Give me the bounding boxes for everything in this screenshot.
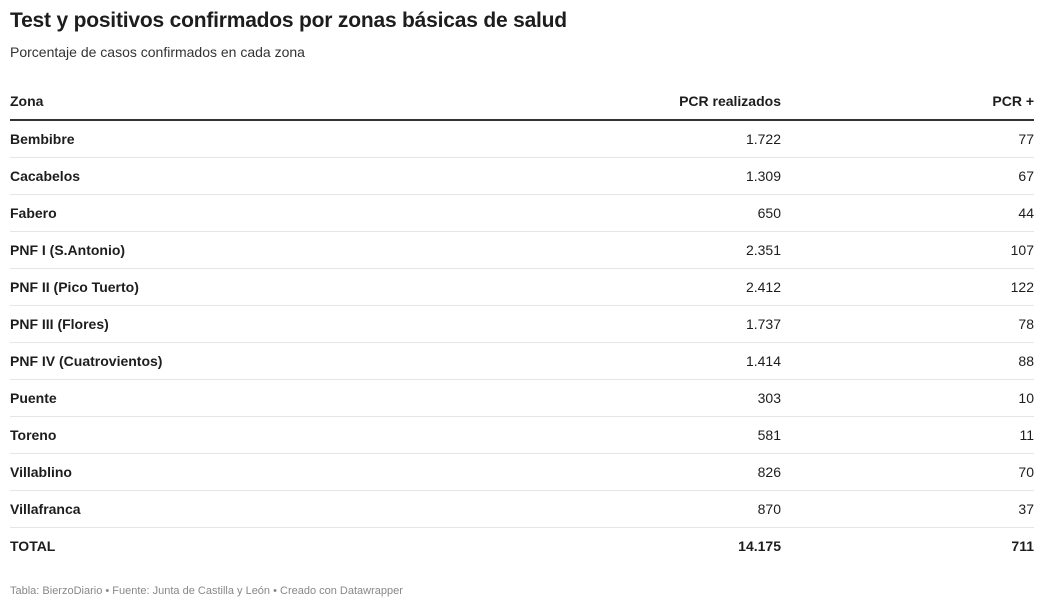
table-total-row: TOTAL 14.175 711 bbox=[10, 528, 1034, 565]
cell-pcr-realizados: 1.309 bbox=[570, 157, 781, 195]
cell-pcr-positivos: 711 bbox=[1011, 538, 1034, 554]
cell-pcr-realizados: 581 bbox=[570, 416, 781, 454]
cell-zona: Fabero bbox=[10, 194, 570, 232]
cell-pcr-positivos: 37 bbox=[781, 490, 1034, 528]
cell-pcr-realizados: 870 bbox=[570, 490, 781, 528]
cell-pcr-positivos: 122 bbox=[781, 268, 1034, 306]
cell-pcr-realizados: 2.412 bbox=[570, 268, 781, 306]
cell-zona: PNF II (Pico Tuerto) bbox=[10, 268, 570, 306]
cell-pcr-positivos: 10 bbox=[781, 379, 1034, 417]
table-header-row: Zona PCR realizados PCR + bbox=[10, 83, 1034, 121]
table-row: PNF II (Pico Tuerto) 2.412 122 bbox=[10, 268, 1034, 306]
chart-subtitle: Porcentaje de casos confirmados en cada … bbox=[10, 44, 305, 60]
table-row: PNF I (S.Antonio) 2.351 107 bbox=[10, 231, 1034, 269]
cell-zona: Villafranca bbox=[10, 490, 570, 528]
cell-pcr-positivos: 44 bbox=[781, 194, 1034, 232]
cell-pcr-positivos: 78 bbox=[781, 305, 1034, 343]
table-row: PNF III (Flores) 1.737 78 bbox=[10, 305, 1034, 343]
table-row: Villablino 826 70 bbox=[10, 453, 1034, 491]
cell-pcr-realizados: 14.175 bbox=[738, 538, 781, 554]
cell-zona: PNF III (Flores) bbox=[10, 305, 570, 343]
source-footer: Tabla: BierzoDiario • Fuente: Junta de C… bbox=[10, 585, 403, 597]
cell-zona: Puente bbox=[10, 379, 570, 417]
cell-zona: Cacabelos bbox=[10, 157, 570, 195]
cell-pcr-realizados: 1.414 bbox=[570, 342, 781, 380]
chart-title: Test y positivos confirmados por zonas b… bbox=[10, 9, 567, 32]
cell-pcr-positivos: 107 bbox=[781, 231, 1034, 269]
cell-pcr-realizados: 1.722 bbox=[570, 120, 781, 158]
table-row: Puente 303 10 bbox=[10, 379, 1034, 417]
cell-zona: PNF I (S.Antonio) bbox=[10, 231, 570, 269]
cell-pcr-positivos: 70 bbox=[781, 453, 1034, 491]
cell-pcr-positivos: 11 bbox=[781, 416, 1034, 454]
cell-pcr-realizados: 303 bbox=[570, 379, 781, 417]
table-row: Bembibre 1.722 77 bbox=[10, 120, 1034, 158]
cell-zona: TOTAL bbox=[10, 538, 56, 554]
cell-pcr-positivos: 88 bbox=[781, 342, 1034, 380]
table-row: Villafranca 870 37 bbox=[10, 490, 1034, 528]
cell-pcr-realizados: 650 bbox=[570, 194, 781, 232]
cell-pcr-positivos: 67 bbox=[781, 157, 1034, 195]
column-header-pcr-positivos[interactable]: PCR + bbox=[781, 83, 1034, 121]
table-row: Fabero 650 44 bbox=[10, 194, 1034, 232]
cell-zona: Toreno bbox=[10, 416, 570, 454]
table-row: PNF IV (Cuatrovientos) 1.414 88 bbox=[10, 342, 1034, 380]
table-body: Bembibre 1.722 77 Cacabelos 1.309 67 Fabero 650… bbox=[10, 120, 1034, 564]
table-row: Toreno 581 11 bbox=[10, 416, 1034, 454]
cell-pcr-realizados: 2.351 bbox=[570, 231, 781, 269]
cell-zona: PNF IV (Cuatrovientos) bbox=[10, 342, 570, 380]
cell-zona: Villablino bbox=[10, 453, 570, 491]
cell-pcr-positivos: 77 bbox=[781, 120, 1034, 158]
data-table: Zona PCR realizados PCR + Bembibre 1.722 7… bbox=[10, 83, 1034, 564]
column-header-pcr-realizados[interactable]: PCR realizados bbox=[570, 83, 781, 121]
cell-pcr-realizados: 1.737 bbox=[570, 305, 781, 343]
table-row: Cacabelos 1.309 67 bbox=[10, 157, 1034, 195]
column-header-zona[interactable]: Zona bbox=[10, 83, 570, 121]
cell-zona: Bembibre bbox=[10, 120, 570, 158]
cell-pcr-realizados: 826 bbox=[570, 453, 781, 491]
